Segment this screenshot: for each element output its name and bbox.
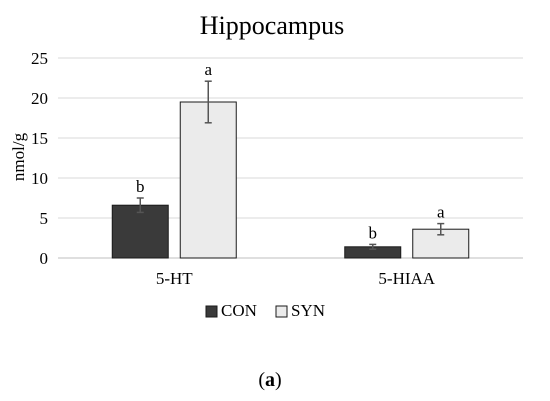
y-tick-label: 0 xyxy=(40,249,49,268)
x-tick-label: 5-HIAA xyxy=(378,269,435,288)
significance-label: b xyxy=(136,177,145,196)
legend-swatch-syn xyxy=(275,305,288,318)
legend: CON SYN xyxy=(205,301,325,320)
figure-label-letter: a xyxy=(265,369,275,391)
significance-label: b xyxy=(369,223,378,242)
y-axis-label: nmol/g xyxy=(9,132,28,181)
bar-con-5-ht xyxy=(111,204,169,259)
significance-label: a xyxy=(204,60,212,79)
y-tick-label: 20 xyxy=(31,89,48,108)
bar-syn-5-ht xyxy=(179,101,237,259)
legend-swatch-con xyxy=(205,305,218,318)
y-tick-label: 5 xyxy=(40,209,49,228)
y-tick-label: 10 xyxy=(31,169,48,188)
x-tick-label: 5-HT xyxy=(156,269,193,288)
bars: b a b a xyxy=(111,60,470,259)
figure-label: (a) xyxy=(258,369,281,391)
y-tick-label: 25 xyxy=(31,49,48,68)
y-tick-label: 15 xyxy=(31,129,48,148)
chart-title: Hippocampus xyxy=(200,11,344,40)
legend-label-syn: SYN xyxy=(291,301,325,320)
y-tick-labels: 0 5 10 15 20 25 xyxy=(31,49,48,268)
legend-label-con: CON xyxy=(221,301,257,320)
significance-label: a xyxy=(437,203,445,222)
x-category-labels: 5-HT 5-HIAA xyxy=(156,269,436,288)
